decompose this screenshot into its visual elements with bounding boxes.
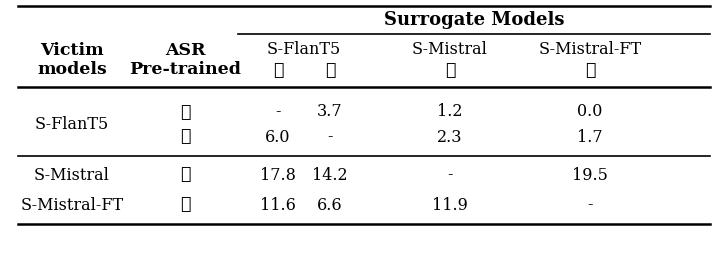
Text: 0.0: 0.0 bbox=[577, 104, 602, 120]
Text: ✓: ✓ bbox=[180, 197, 190, 213]
Text: ✓: ✓ bbox=[180, 129, 190, 146]
Text: S-Mistral: S-Mistral bbox=[34, 167, 110, 183]
Text: Surrogate Models: Surrogate Models bbox=[383, 11, 564, 29]
Text: S-Mistral: S-Mistral bbox=[412, 41, 488, 59]
Text: ✗: ✗ bbox=[273, 62, 283, 78]
Text: S-FlanT5: S-FlanT5 bbox=[35, 116, 109, 133]
Text: ✓: ✓ bbox=[325, 62, 335, 78]
Text: 1.2: 1.2 bbox=[437, 104, 462, 120]
Text: 3.7: 3.7 bbox=[317, 104, 342, 120]
Text: ASR
Pre-trained: ASR Pre-trained bbox=[129, 42, 241, 78]
Text: S-FlanT5: S-FlanT5 bbox=[267, 41, 341, 59]
Text: 14.2: 14.2 bbox=[312, 167, 348, 183]
Text: -: - bbox=[275, 104, 281, 120]
Text: ✗: ✗ bbox=[180, 104, 190, 120]
Text: -: - bbox=[587, 197, 593, 213]
Text: ✓: ✓ bbox=[180, 167, 190, 183]
Text: ✓: ✓ bbox=[585, 62, 595, 78]
Text: S-Mistral-FT: S-Mistral-FT bbox=[538, 41, 642, 59]
Text: 11.9: 11.9 bbox=[432, 197, 468, 213]
Text: -: - bbox=[447, 167, 453, 183]
Text: 1.7: 1.7 bbox=[577, 129, 603, 146]
Text: 11.6: 11.6 bbox=[260, 197, 296, 213]
Text: -: - bbox=[327, 129, 332, 146]
Text: 6.0: 6.0 bbox=[265, 129, 291, 146]
Text: 6.6: 6.6 bbox=[317, 197, 342, 213]
Text: 17.8: 17.8 bbox=[260, 167, 296, 183]
Text: 19.5: 19.5 bbox=[572, 167, 608, 183]
Text: 2.3: 2.3 bbox=[437, 129, 462, 146]
Text: ✓: ✓ bbox=[445, 62, 455, 78]
Text: S-Mistral-FT: S-Mistral-FT bbox=[20, 197, 123, 213]
Text: Victim
models: Victim models bbox=[37, 42, 107, 78]
